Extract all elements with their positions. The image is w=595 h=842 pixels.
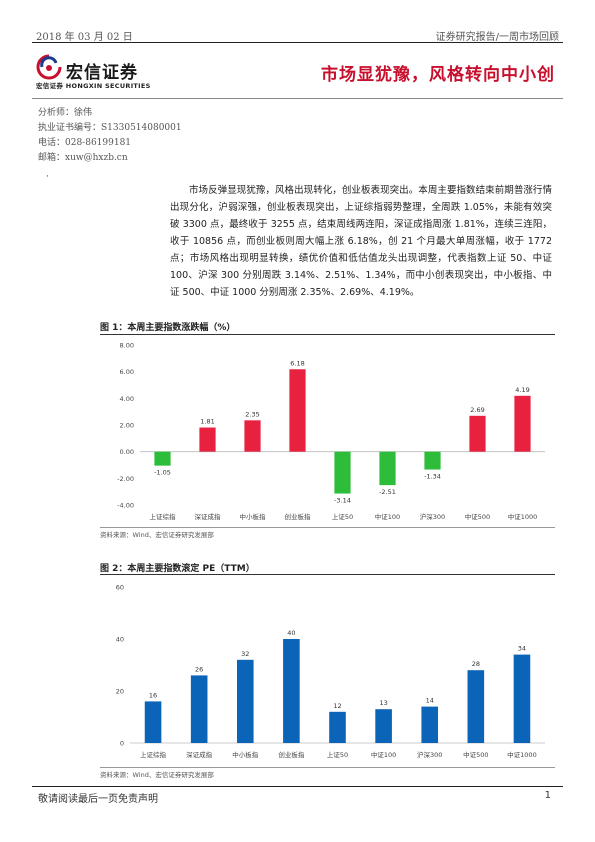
bar-value-label: -1.34 [424,473,441,481]
y-tick-label: -2.00 [117,475,134,483]
figure1-chart: 8.00 6.00 4.00 2.00 0.00 -2.00 -4.00 -1.05 上证综指 1… [117,342,545,521]
bar [244,420,261,452]
bar [467,670,485,743]
report-type: 证券研究报告/一周市场回顾 [435,32,559,43]
figure1-title: 图 1：本周主要指数涨跌幅（%） [100,323,236,333]
bar-value-label: 32 [241,650,249,658]
bar [236,659,254,743]
bar [144,701,162,743]
footer-rule [32,786,563,787]
page-number: 1 [544,790,551,801]
category-label: 深证成指 [195,512,222,521]
bar-value-label: 6.18 [290,359,304,367]
logo-mark-icon [36,54,62,80]
analyst-cert: 执业证书编号：S1330514080001 [38,123,182,133]
category-label: 上证50 [327,750,348,759]
bar-value-label: 12 [333,702,341,710]
y-tick-label: 8.00 [120,342,134,350]
logo-name-cn: 宏信证券 [66,63,138,83]
logo-name-en: 宏信证券 HONGXIN SECURITIES [36,82,151,90]
bar-value-label: 34 [518,645,526,653]
bar [421,706,439,743]
category-label: 创业板指 [278,750,305,759]
figure1-source: 资料来源：Wind、宏信证券研究发展部 [100,531,214,539]
y-tick-label: 20 [116,688,124,696]
header-rule [32,42,563,43]
bar-value-label: 2.35 [245,410,259,418]
y-tick-label: -4.00 [117,502,134,510]
figure1-top-rule [100,334,555,335]
analyst-email[interactable]: 邮箱：xuw@hxzb.cn [38,153,128,163]
category-label: 上证综指 [140,750,167,759]
bar [329,711,346,743]
report-date: 2018 年 03 月 02 日 [36,32,133,43]
bar-value-label: 4.19 [515,386,529,394]
summary-paragraph: 市场反弹显现犹豫，风格出现转化，创业板表现突出。本周主要指数结束前期普涨行情出现… [170,185,552,298]
analyst-name: 分析师：徐伟 [38,108,93,118]
bar-value-label: -1.05 [154,469,171,477]
bar-value-label: 14 [426,697,434,705]
bar [469,415,486,452]
category-label: 沪深300 [420,512,445,521]
y-tick-label: 40 [116,636,124,644]
figure1-bottom-rule [100,527,555,528]
title-rule [32,98,563,99]
bar [379,451,396,486]
category-label: 中小板指 [240,512,267,521]
category-label: 上证综指 [150,512,177,521]
bar [289,369,306,452]
footer-disclaimer: 敬请阅读最后一页免责声明 [38,794,158,805]
category-label: 中证500 [463,750,488,759]
figure2-title: 图 2：本周主要指数滚定 PE（TTM） [100,564,255,574]
bar-value-label: 13 [379,699,387,707]
category-label: 中小板指 [232,750,259,759]
y-tick-label: 0.00 [120,448,134,456]
bar-value-label: 2.69 [470,406,484,414]
analyst-info: 分析师：徐伟 执业证书编号：S1330514080001 电话：028-8619… [38,106,182,166]
bar [334,451,351,494]
category-label: 中证500 [465,512,490,521]
y-tick-label: 2.00 [120,422,134,430]
figure2-source: 资料来源：Wind、宏信证券研究发展部 [100,771,214,779]
bar [424,451,441,470]
category-label: 深证成指 [186,750,213,759]
company-logo: 宏信证券 宏信证券 HONGXIN SECURITIES [36,54,166,94]
bar [514,395,531,452]
bar-value-label: 26 [195,665,203,673]
figure2-top-rule [100,574,555,575]
analyst-phone: 电话：028-86199181 [38,138,132,148]
category-label: 中证100 [375,512,400,521]
bullet-mark: · [46,172,49,182]
category-label: 上证50 [332,512,353,521]
figure2-bottom-rule [100,767,555,768]
bar [199,427,216,452]
y-tick-label: 60 [116,584,124,592]
bar-value-label: 28 [472,660,480,668]
y-tick-label: 4.00 [120,395,134,403]
bar [513,654,531,743]
bar [375,709,392,743]
bar-value-label: 40 [287,629,295,637]
bar [190,675,208,743]
category-label: 沪深300 [417,750,442,759]
y-tick-label: 0 [120,740,124,748]
bar [154,451,171,466]
y-tick-label: 6.00 [120,368,134,376]
bar [283,639,300,743]
bar-value-label: 1.81 [200,418,214,426]
category-label: 中证1000 [508,512,538,521]
bar-value-label: -3.14 [334,497,351,505]
bar-value-label: -2.51 [379,488,396,496]
category-label: 中证1000 [507,750,537,759]
category-label: 创业板指 [285,512,312,521]
category-label: 中证100 [371,750,396,759]
figure2-chart: 60 40 20 0 16 上证综指 26 深证成指 32 中小板指 40 创业板指 12 上证50 13 中… [116,584,545,759]
report-title: 市场显犹豫，风格转向中小创 [321,65,555,85]
bar-value-label: 16 [149,691,157,699]
